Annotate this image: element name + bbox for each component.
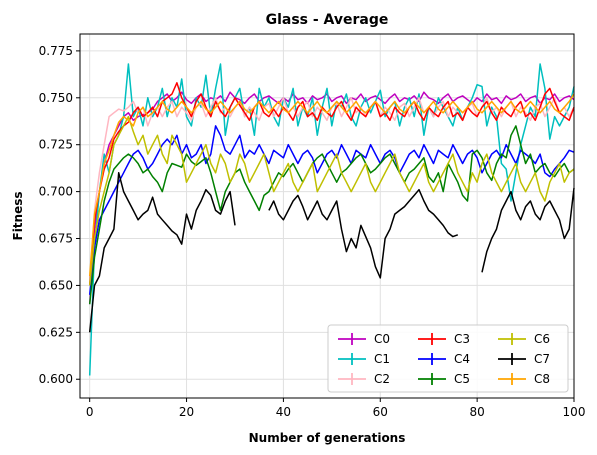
legend-label: C2: [374, 372, 390, 386]
x-tick-label: 40: [276, 405, 291, 419]
legend-item-c5: C5: [418, 372, 470, 386]
plot-frame: [79, 33, 575, 399]
y-tick-label: 0.675: [39, 232, 73, 246]
legend-label: C6: [534, 332, 550, 346]
x-tick-label: 100: [563, 405, 586, 419]
legend-label: C4: [454, 352, 470, 366]
legend-item-c3: C3: [418, 332, 470, 346]
legend-label: C3: [454, 332, 470, 346]
y-tick-label: 0.750: [39, 91, 73, 105]
legend-label: C7: [534, 352, 550, 366]
y-tick-label: 0.725: [39, 138, 73, 152]
series-line-c3: [88, 82, 575, 286]
legend-label: C5: [454, 372, 470, 386]
x-tick-label: 0: [86, 405, 94, 419]
legend-item-c0: C0: [338, 332, 390, 346]
chart-title: Glass - Average: [266, 12, 389, 28]
legend-item-c1: C1: [338, 352, 390, 366]
series-line-c6: [88, 115, 575, 286]
legend-item-c2: C2: [338, 372, 390, 386]
y-tick-label: 0.700: [39, 185, 73, 199]
legend-item-c4: C4: [418, 352, 470, 366]
y-tick-label: 0.625: [39, 325, 73, 339]
legend-label: C1: [374, 352, 390, 366]
series-lines: [88, 63, 575, 376]
series-line-c8: [88, 93, 575, 277]
legend-item-c6: C6: [498, 332, 550, 346]
y-tick-label: 0.650: [39, 278, 73, 292]
legend-label: C0: [374, 332, 390, 346]
x-axis-title: Number of generations: [249, 431, 406, 445]
axis-ticks: 0 20 40 60 80 100 0.600 0.625 0.650 0.675 0.700 0.7…: [39, 44, 586, 419]
x-tick-label: 60: [373, 405, 388, 419]
legend-item-c8: C8: [498, 372, 550, 386]
series-line-c0: [88, 91, 575, 305]
x-tick-label: 20: [179, 405, 194, 419]
legend: C0 C1 C2 C3 C4 C5 C6 C7 C8: [327, 324, 569, 393]
y-tick-label: 0.600: [39, 372, 73, 386]
series-line-c7: [88, 172, 575, 333]
y-axis-title: Fitness: [11, 191, 25, 240]
legend-box: [327, 324, 569, 393]
y-tick-label: 0.775: [39, 44, 73, 58]
legend-label: C8: [534, 372, 550, 386]
legend-item-c7: C7: [498, 352, 550, 366]
x-tick-label: 80: [469, 405, 484, 419]
